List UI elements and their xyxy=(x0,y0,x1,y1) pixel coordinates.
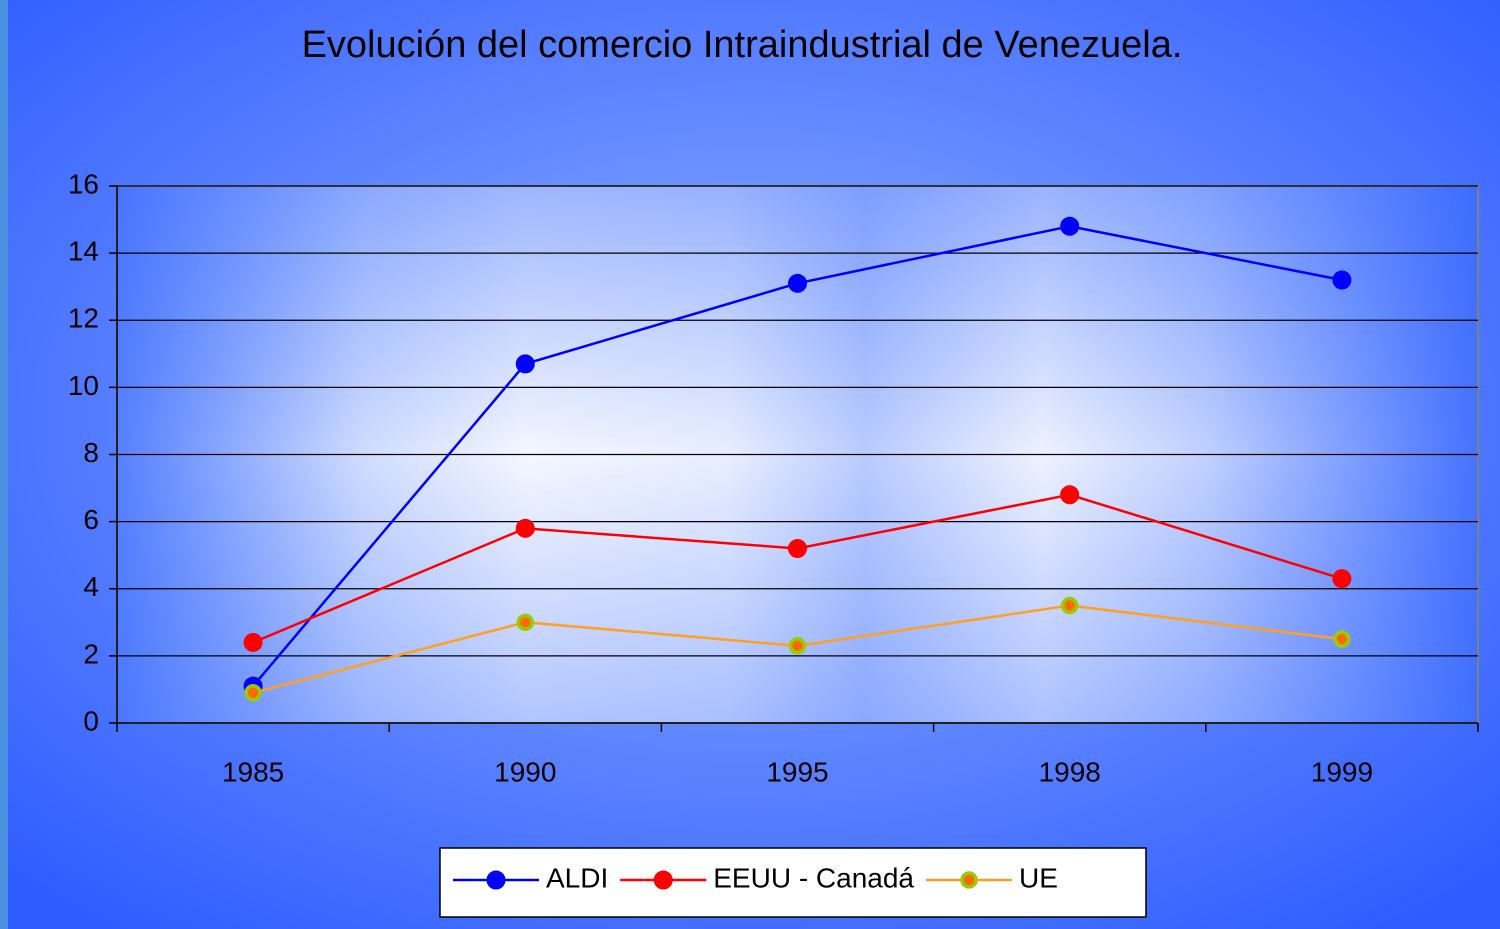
y-tick-label: 2 xyxy=(83,638,99,669)
marker xyxy=(1333,630,1351,648)
y-tick-label: 6 xyxy=(83,504,99,535)
x-tick-label: 1990 xyxy=(494,756,556,787)
y-tick-label: 12 xyxy=(68,303,99,334)
y-tick-label: 14 xyxy=(68,236,99,267)
left-strip xyxy=(0,0,8,929)
marker xyxy=(788,637,807,655)
marker xyxy=(1332,270,1352,290)
marker xyxy=(1060,596,1079,615)
marker xyxy=(243,632,263,652)
marker xyxy=(515,354,535,374)
marker xyxy=(788,538,807,558)
x-tick-label: 1985 xyxy=(222,756,284,787)
legend-label: EEUU - Canadá xyxy=(713,862,914,893)
marker xyxy=(788,273,807,293)
y-tick-label: 8 xyxy=(83,437,99,468)
chart-title: Evolución del comercio Intraindustrial d… xyxy=(302,24,1183,66)
marker xyxy=(244,684,262,702)
y-tick-label: 16 xyxy=(68,168,99,199)
legend-marker xyxy=(486,870,506,890)
y-tick-label: 0 xyxy=(83,705,99,736)
marker xyxy=(1332,569,1352,589)
x-tick-label: 1999 xyxy=(1311,756,1373,787)
legend-marker xyxy=(653,870,673,890)
x-tick-label: 1998 xyxy=(1039,756,1101,787)
legend-marker xyxy=(960,871,978,889)
legend-label: UE xyxy=(1019,862,1058,893)
marker xyxy=(1060,216,1080,236)
legend-label: ALDI xyxy=(546,862,608,893)
x-tick-label: 1995 xyxy=(766,756,828,787)
marker xyxy=(516,613,535,632)
y-tick-label: 4 xyxy=(83,571,99,602)
marker xyxy=(515,518,535,538)
y-tick-label: 10 xyxy=(68,370,99,401)
marker xyxy=(1060,485,1080,505)
legend xyxy=(439,847,1147,918)
